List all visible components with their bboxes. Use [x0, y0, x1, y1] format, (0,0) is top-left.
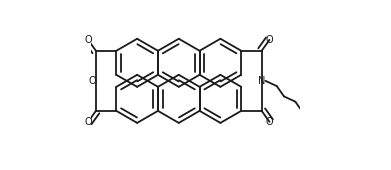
Text: N: N [258, 76, 265, 86]
Text: O: O [89, 76, 97, 86]
Text: O: O [84, 117, 92, 127]
Text: O: O [84, 35, 92, 45]
Text: O: O [265, 117, 273, 127]
Text: O: O [265, 35, 273, 45]
